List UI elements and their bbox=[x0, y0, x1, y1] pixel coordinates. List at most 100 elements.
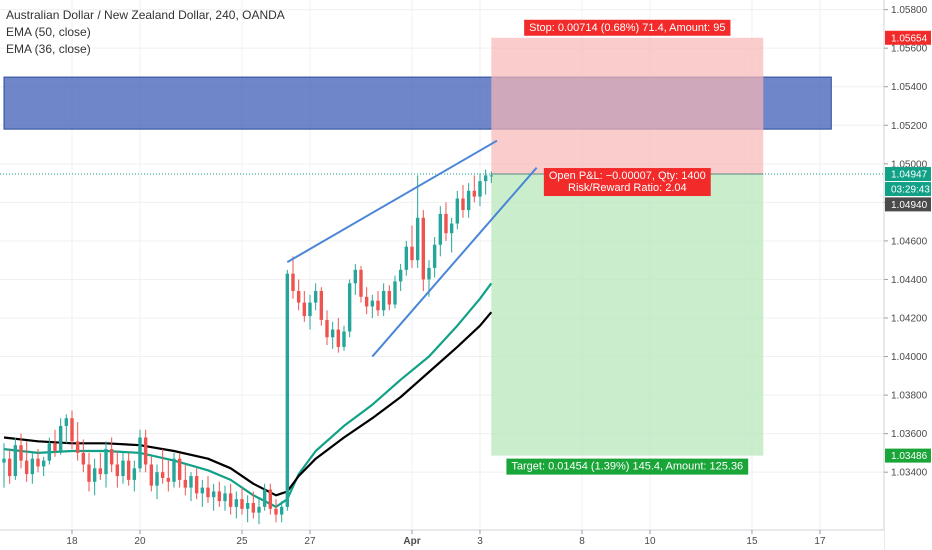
candle-body[interactable] bbox=[438, 213, 443, 245]
candle-body[interactable] bbox=[177, 458, 182, 480]
time-axis[interactable] bbox=[0, 530, 884, 550]
price-tag-2-bg bbox=[885, 197, 931, 212]
candle-body[interactable] bbox=[13, 445, 18, 477]
candle-body[interactable] bbox=[410, 246, 414, 261]
candle-body[interactable] bbox=[291, 273, 295, 292]
candle-body[interactable] bbox=[211, 491, 216, 498]
candle-body[interactable] bbox=[228, 493, 233, 507]
candle-body[interactable] bbox=[415, 217, 420, 261]
candle-body[interactable] bbox=[87, 464, 91, 482]
candle-body[interactable] bbox=[404, 246, 409, 270]
candle-body[interactable] bbox=[251, 503, 256, 513]
candle-body[interactable] bbox=[183, 479, 188, 488]
candle-body[interactable] bbox=[279, 506, 284, 515]
candle-body[interactable] bbox=[92, 468, 97, 482]
candle-body[interactable] bbox=[461, 198, 465, 211]
candle-body[interactable] bbox=[489, 175, 494, 177]
candle-body[interactable] bbox=[75, 441, 80, 453]
candle-body[interactable] bbox=[313, 291, 318, 303]
candle-body[interactable] bbox=[421, 217, 426, 280]
y-tick-label: 1.05800 bbox=[891, 5, 928, 16]
candle-body[interactable] bbox=[336, 329, 341, 347]
candle-body[interactable] bbox=[64, 418, 69, 426]
candle-body[interactable] bbox=[160, 472, 165, 478]
candle-body[interactable] bbox=[172, 458, 176, 482]
candle-body[interactable] bbox=[104, 449, 108, 475]
candle-body[interactable] bbox=[427, 267, 431, 280]
target-zone[interactable] bbox=[491, 174, 764, 456]
candle-body[interactable] bbox=[478, 181, 482, 197]
indicator-ema50-label[interactable]: EMA (50, close) bbox=[6, 25, 91, 39]
candle-body[interactable] bbox=[143, 437, 148, 465]
candle-body[interactable] bbox=[302, 302, 307, 317]
candle-body[interactable] bbox=[132, 468, 137, 480]
candle-body[interactable] bbox=[330, 329, 335, 338]
candle-body[interactable] bbox=[217, 491, 222, 502]
candle-body[interactable] bbox=[296, 291, 301, 303]
candle-body[interactable] bbox=[274, 508, 278, 515]
candle-body[interactable] bbox=[189, 476, 193, 488]
stop-zone[interactable] bbox=[491, 37, 764, 175]
candle-body[interactable] bbox=[455, 198, 460, 224]
candle-body[interactable] bbox=[223, 493, 227, 502]
candle-body[interactable] bbox=[36, 458, 40, 467]
y-tick-label: 1.05400 bbox=[891, 82, 928, 93]
candle-body[interactable] bbox=[24, 460, 29, 475]
candle-body[interactable] bbox=[393, 281, 397, 305]
candle-body[interactable] bbox=[359, 269, 363, 297]
candle-body[interactable] bbox=[466, 190, 471, 211]
candle-body[interactable] bbox=[353, 269, 358, 284]
candle-body[interactable] bbox=[381, 291, 386, 311]
candle-body[interactable] bbox=[126, 460, 131, 480]
candle-body[interactable] bbox=[325, 319, 329, 338]
candle-body[interactable] bbox=[166, 477, 171, 482]
candle-body[interactable] bbox=[444, 213, 448, 234]
candle-body[interactable] bbox=[472, 190, 477, 197]
candle-body[interactable] bbox=[19, 445, 23, 461]
candle-body[interactable] bbox=[347, 283, 352, 332]
candle-body[interactable] bbox=[376, 300, 380, 311]
ema50-line[interactable] bbox=[3, 311, 493, 497]
candle-body[interactable] bbox=[257, 506, 261, 513]
candle-body[interactable] bbox=[308, 302, 312, 317]
candle-body[interactable] bbox=[115, 464, 120, 477]
candle-body[interactable] bbox=[53, 443, 57, 451]
candle-body[interactable] bbox=[206, 487, 210, 498]
candle-body[interactable] bbox=[121, 460, 125, 477]
candle-body[interactable] bbox=[268, 489, 273, 509]
indicator-ema36-label[interactable]: EMA (36, close) bbox=[6, 42, 91, 56]
candle-body[interactable] bbox=[2, 458, 6, 463]
candle-body[interactable] bbox=[370, 300, 375, 307]
candle-body[interactable] bbox=[81, 452, 86, 465]
channel-line-lower[interactable] bbox=[371, 167, 538, 358]
candle-body[interactable] bbox=[47, 443, 52, 461]
candle-body[interactable] bbox=[149, 464, 154, 486]
candle-body[interactable] bbox=[194, 476, 199, 494]
candle-body[interactable] bbox=[58, 425, 63, 451]
candle-body[interactable] bbox=[98, 468, 103, 475]
candle-body[interactable] bbox=[155, 472, 159, 486]
candle-body[interactable] bbox=[240, 499, 244, 509]
candle-body[interactable] bbox=[70, 418, 74, 442]
candle-body[interactable] bbox=[319, 291, 324, 320]
candle-body[interactable] bbox=[285, 273, 290, 507]
candle-body[interactable] bbox=[30, 458, 35, 475]
candle-body[interactable] bbox=[234, 499, 239, 507]
candle-body[interactable] bbox=[432, 244, 437, 268]
candle-body[interactable] bbox=[245, 503, 250, 509]
candle-body[interactable] bbox=[200, 487, 205, 494]
candle-body[interactable] bbox=[262, 489, 267, 507]
candle-body[interactable] bbox=[398, 269, 403, 282]
candle-body[interactable] bbox=[387, 291, 392, 305]
candle-body[interactable] bbox=[41, 460, 46, 467]
candle-body[interactable] bbox=[109, 449, 114, 465]
candle-body[interactable] bbox=[483, 175, 488, 182]
candle-body[interactable] bbox=[7, 458, 12, 477]
candle-body[interactable] bbox=[342, 331, 346, 347]
channel-line-upper[interactable] bbox=[286, 139, 498, 263]
candle-body[interactable] bbox=[138, 437, 142, 469]
candle-body[interactable] bbox=[449, 223, 454, 234]
candle-body[interactable] bbox=[364, 296, 369, 307]
